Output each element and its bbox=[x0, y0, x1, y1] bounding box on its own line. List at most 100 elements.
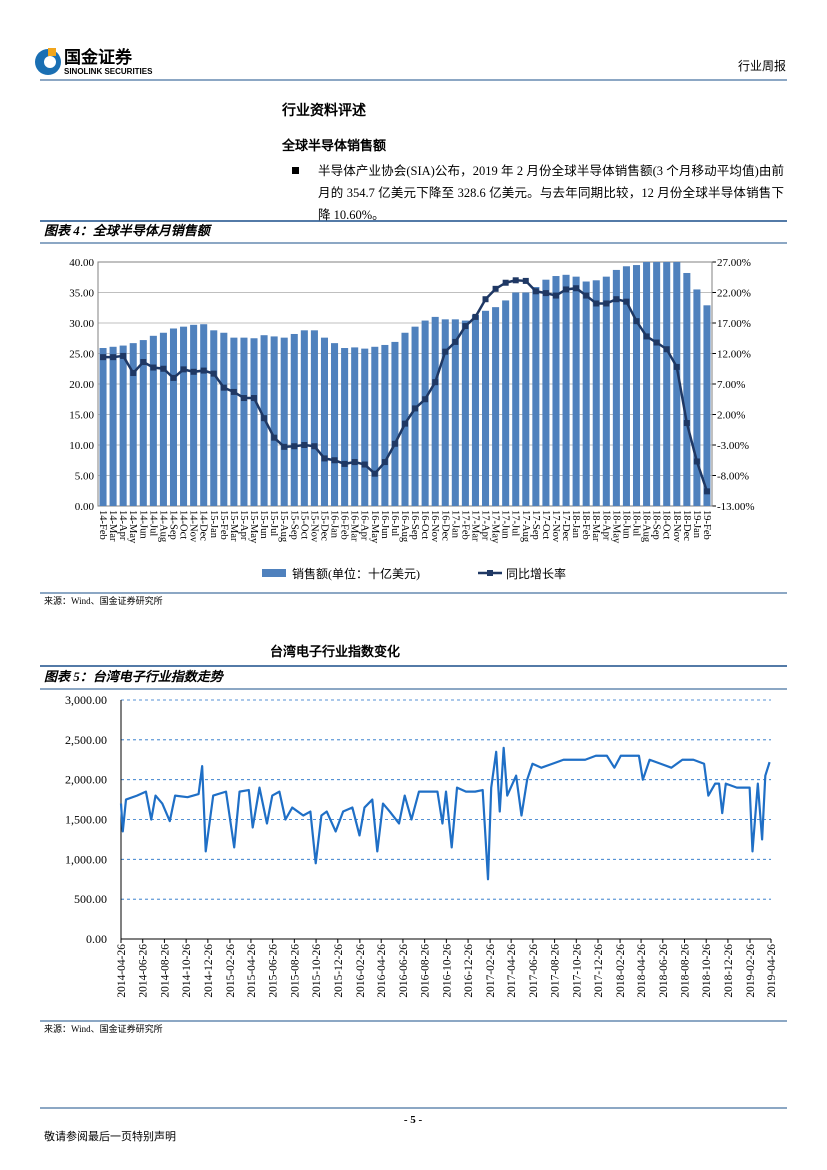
marker bbox=[633, 318, 640, 325]
marker bbox=[502, 279, 509, 286]
x-tick-label: 18-May bbox=[610, 510, 621, 544]
bar bbox=[663, 262, 671, 506]
bar bbox=[310, 330, 318, 506]
bar bbox=[401, 332, 409, 506]
y-tick-label: 2,500.00 bbox=[65, 733, 107, 747]
marker bbox=[391, 440, 398, 447]
marker bbox=[331, 457, 338, 464]
x-tick-label: 2017-06-26 bbox=[528, 944, 540, 998]
x-tick-label: 2019-02-26 bbox=[745, 944, 757, 998]
y-tick-label: 40.00 bbox=[69, 257, 94, 269]
bar bbox=[572, 276, 580, 506]
x-tick-label: 19-Feb bbox=[701, 510, 712, 540]
marker bbox=[683, 420, 690, 427]
bar bbox=[673, 262, 681, 506]
marker bbox=[210, 370, 217, 377]
x-tick-label: 15-Jan bbox=[208, 510, 219, 539]
y-tick-label: 15.00 bbox=[69, 410, 94, 422]
marker bbox=[412, 405, 419, 412]
marker bbox=[693, 458, 700, 465]
y2-tick-label: 7.00% bbox=[717, 379, 745, 391]
bar bbox=[522, 292, 530, 506]
marker bbox=[220, 384, 227, 391]
x-tick-label: 2018-02-26 bbox=[615, 944, 627, 998]
marker bbox=[271, 434, 278, 441]
x-tick-label: 16-Nov bbox=[429, 510, 440, 543]
marker bbox=[653, 339, 660, 346]
bar bbox=[190, 324, 198, 506]
marker bbox=[261, 415, 268, 422]
y-tick-label: 3,000.00 bbox=[65, 693, 107, 707]
bar bbox=[220, 332, 228, 506]
x-tick-label: 18-Feb bbox=[580, 510, 591, 540]
marker bbox=[311, 443, 318, 450]
x-tick-label: 2019-04-26 bbox=[766, 944, 778, 998]
marker bbox=[170, 374, 177, 381]
bar bbox=[492, 307, 500, 506]
marker bbox=[200, 367, 207, 374]
bar bbox=[552, 276, 560, 506]
y-tick-label: 0.00 bbox=[86, 932, 107, 946]
y-tick-label: 20.00 bbox=[69, 379, 94, 391]
x-tick-label: 15-Apr bbox=[238, 510, 249, 541]
x-tick-label: 18-Jan bbox=[570, 510, 581, 539]
bar bbox=[240, 337, 248, 506]
marker bbox=[341, 460, 348, 467]
x-tick-label: 2017-04-26 bbox=[506, 944, 518, 998]
x-tick-label: 18-Nov bbox=[671, 510, 682, 543]
bullet bbox=[292, 167, 299, 174]
marker bbox=[663, 346, 670, 353]
bar bbox=[210, 330, 218, 506]
bar bbox=[99, 348, 107, 506]
y-tick-label: 1,000.00 bbox=[65, 852, 107, 866]
x-tick-label: 18-Sep bbox=[651, 510, 662, 540]
x-tick-label: 15-May bbox=[248, 510, 259, 544]
bar bbox=[592, 280, 600, 506]
bar bbox=[331, 343, 339, 506]
bar bbox=[482, 310, 490, 506]
marker bbox=[432, 379, 439, 386]
x-tick-label: 16-Dec bbox=[439, 510, 450, 541]
page-number: - 5 - bbox=[404, 1114, 423, 1126]
x-tick-label: 2017-08-26 bbox=[550, 944, 562, 998]
x-tick-label: 16-Jul bbox=[389, 510, 400, 536]
bar bbox=[361, 348, 369, 506]
bar bbox=[693, 289, 701, 506]
marker bbox=[643, 333, 650, 340]
x-tick-label: 2014-06-26 bbox=[138, 944, 150, 998]
marker bbox=[361, 461, 368, 468]
bar bbox=[502, 300, 510, 506]
bar bbox=[300, 330, 308, 506]
marker bbox=[452, 338, 459, 345]
marker bbox=[381, 459, 388, 466]
x-tick-label: 17-Nov bbox=[550, 510, 561, 543]
logo-cn: 国金证券 bbox=[64, 47, 133, 67]
bar bbox=[643, 262, 651, 506]
x-tick-label: 17-Mar bbox=[469, 510, 480, 542]
x-tick-label: 2015-12-26 bbox=[333, 944, 345, 998]
x-tick-label: 16-Mar bbox=[349, 510, 360, 542]
bar bbox=[180, 326, 188, 506]
bar bbox=[149, 335, 157, 506]
marker bbox=[542, 290, 549, 297]
x-tick-label: 17-Dec bbox=[560, 510, 571, 541]
marker bbox=[583, 292, 590, 299]
marker bbox=[240, 395, 247, 402]
x-tick-label: 17-Apr bbox=[480, 510, 491, 541]
bar bbox=[381, 344, 389, 506]
y-tick-label: 0.00 bbox=[75, 501, 95, 513]
bar bbox=[451, 319, 459, 506]
x-tick-label: 2018-06-26 bbox=[658, 944, 670, 998]
y2-tick-label: -13.00% bbox=[717, 501, 755, 513]
bar bbox=[159, 332, 167, 506]
bar bbox=[109, 346, 117, 506]
x-tick-label: 14-Apr bbox=[117, 510, 128, 541]
bar bbox=[632, 265, 641, 506]
x-tick-label: 17-Jan bbox=[449, 510, 460, 539]
x-tick-label: 15-Jun bbox=[258, 510, 269, 539]
x-tick-label: 14-Aug bbox=[157, 510, 168, 543]
x-tick-label: 14-Nov bbox=[188, 510, 199, 543]
figure-caption: 图表 4：全球半导体月销售额 bbox=[44, 223, 213, 238]
y2-tick-label: 22.00% bbox=[717, 288, 751, 300]
